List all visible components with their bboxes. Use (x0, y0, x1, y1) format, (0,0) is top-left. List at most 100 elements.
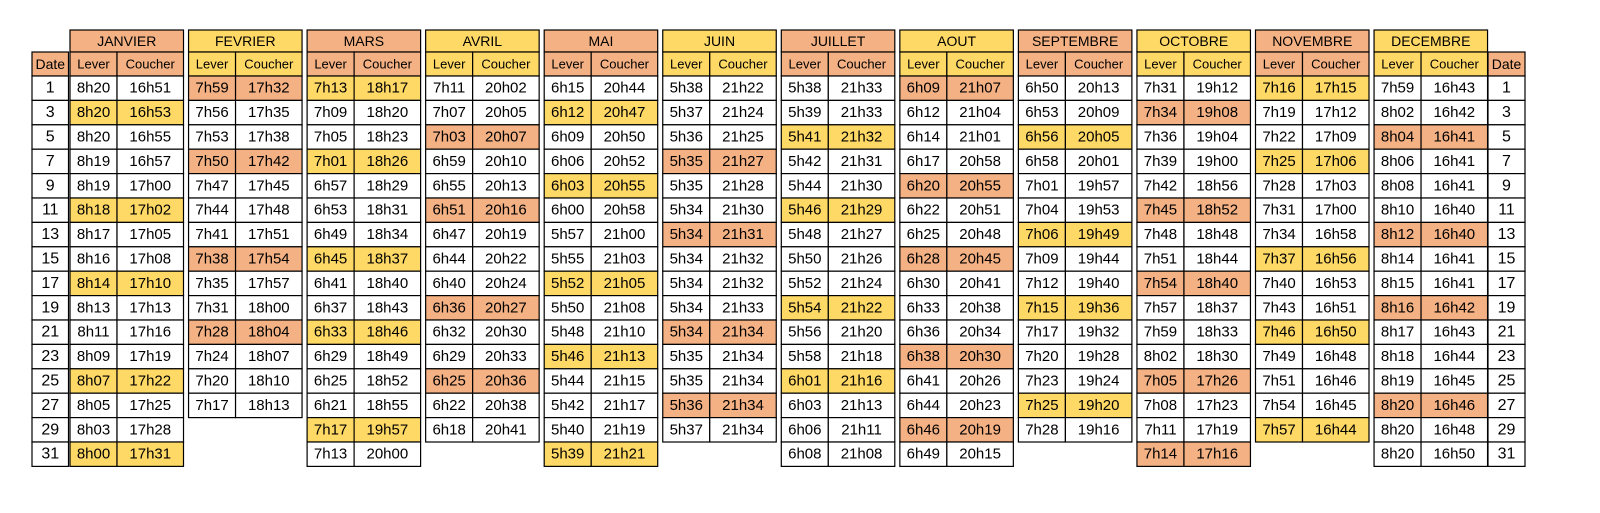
sunset-cell (1183, 319, 1252, 345)
sunset-cell (709, 343, 777, 370)
sunset: 17h00 (1315, 202, 1357, 219)
sunset-cell (1183, 441, 1252, 467)
sunset-cell (472, 124, 540, 150)
sunrise: 6h56 (1025, 129, 1058, 146)
sunset-cell (1301, 99, 1370, 126)
sunrise: 6h25 (432, 373, 465, 390)
sunrise-cell (899, 392, 948, 419)
sunset: 20h44 (604, 80, 646, 97)
sunset: 19h32 (1078, 324, 1120, 341)
sunrise-cell (1136, 173, 1185, 199)
sunset-cell (1064, 173, 1133, 199)
sunrise-cell (69, 295, 118, 321)
sunrise: 7h09 (314, 104, 347, 121)
sunset: 17h57 (248, 275, 290, 292)
sunrise: 7h17 (195, 397, 228, 414)
sunrise: 5h48 (788, 226, 821, 243)
sunset-cell (709, 368, 777, 394)
sunset-cell (590, 246, 659, 272)
sunrise-cell (662, 221, 711, 248)
sunset: 19h28 (1078, 348, 1120, 365)
column-header: Lever (1381, 57, 1414, 72)
sunset: 18h29 (366, 177, 408, 194)
sunset: 21h26 (841, 251, 883, 268)
column-header-cell (1301, 51, 1370, 77)
date: 3 (1502, 104, 1511, 121)
sunset: 21h34 (722, 324, 764, 341)
sunset-cell (590, 124, 659, 150)
sunrise-cell (425, 392, 474, 419)
sunrise: 6h01 (788, 373, 821, 390)
sunrise: 7h38 (195, 251, 228, 268)
sunset: 18h34 (366, 226, 408, 243)
sunrise: 6h55 (432, 177, 465, 194)
sunrise: 7h56 (195, 104, 228, 121)
sunset: 21h10 (604, 324, 646, 341)
sunrise: 7h41 (195, 226, 228, 243)
sunset-cell (1183, 270, 1252, 297)
sunset: 21h33 (841, 80, 883, 97)
sunset: 21h04 (959, 104, 1001, 121)
sunrise: 5h42 (788, 153, 821, 170)
sunrise: 6h58 (1025, 153, 1058, 170)
sunset-cell (1064, 295, 1133, 321)
column-header-cell (116, 51, 185, 77)
sunrise: 8h20 (77, 104, 110, 121)
sunrise-cell (662, 148, 711, 175)
sunrise: 8h20 (1381, 397, 1414, 414)
sunset-cell (590, 270, 659, 297)
sunset: 20h50 (604, 129, 646, 146)
sunset: 21h17 (604, 397, 646, 414)
sunset: 19h49 (1078, 226, 1120, 243)
sunrise: 6h44 (432, 251, 465, 268)
sunrise: 7h23 (1025, 373, 1058, 390)
sunset: 20h10 (485, 153, 527, 170)
sunset: 19h24 (1078, 373, 1120, 390)
sunset: 16h43 (1433, 80, 1475, 97)
sunset-cell (1420, 343, 1489, 370)
sunset-cell (1064, 221, 1133, 248)
sunset: 18h04 (248, 324, 290, 341)
sunset: 17h03 (1315, 177, 1357, 194)
sunset: 21h07 (959, 80, 1001, 97)
sunrise-cell (780, 221, 829, 248)
sunrise: 7h28 (1025, 421, 1058, 438)
sunset: 16h41 (1433, 153, 1475, 170)
sunset: 21h34 (722, 348, 764, 365)
sunset-cell (1301, 343, 1370, 370)
column-header: Coucher (837, 57, 887, 72)
sunset: 20h01 (1078, 153, 1120, 170)
sunrise-cell (899, 319, 948, 345)
sunset-cell (590, 319, 659, 345)
sunrise: 7h43 (1262, 299, 1295, 316)
sunset-cell (1183, 148, 1252, 175)
sunset-cell (709, 124, 777, 150)
sunset-cell (1183, 392, 1252, 419)
sunrise: 7h49 (1262, 348, 1295, 365)
sunset-cell (827, 343, 896, 370)
sunset-cell (590, 197, 659, 223)
sunrise: 7h57 (1144, 299, 1177, 316)
date: 17 (41, 275, 59, 292)
sunset: 21h30 (722, 202, 764, 219)
sunrise: 7h40 (1262, 275, 1295, 292)
sunrise: 7h05 (1144, 373, 1177, 390)
sunrise: 7h13 (314, 80, 347, 97)
sunset: 19h16 (1078, 421, 1120, 438)
sunset-cell (1420, 197, 1489, 223)
date: 9 (1502, 177, 1511, 194)
sunrise: 6h08 (788, 446, 821, 463)
sunset: 21h27 (722, 153, 764, 170)
sunset-cell (472, 392, 540, 419)
sunrise: 8h20 (1381, 446, 1414, 463)
sunrise: 7h53 (195, 129, 228, 146)
sunrise: 8h20 (77, 80, 110, 97)
sunrise: 5h34 (670, 202, 703, 219)
sunset: 19h36 (1078, 299, 1120, 316)
sunset: 16h48 (1315, 348, 1357, 365)
sunrise: 5h36 (670, 397, 703, 414)
sunset: 17h19 (1196, 421, 1238, 438)
sunrise-cell (1254, 148, 1304, 175)
sunrise: 7h51 (1144, 251, 1177, 268)
sunrise-cell (1254, 295, 1304, 321)
